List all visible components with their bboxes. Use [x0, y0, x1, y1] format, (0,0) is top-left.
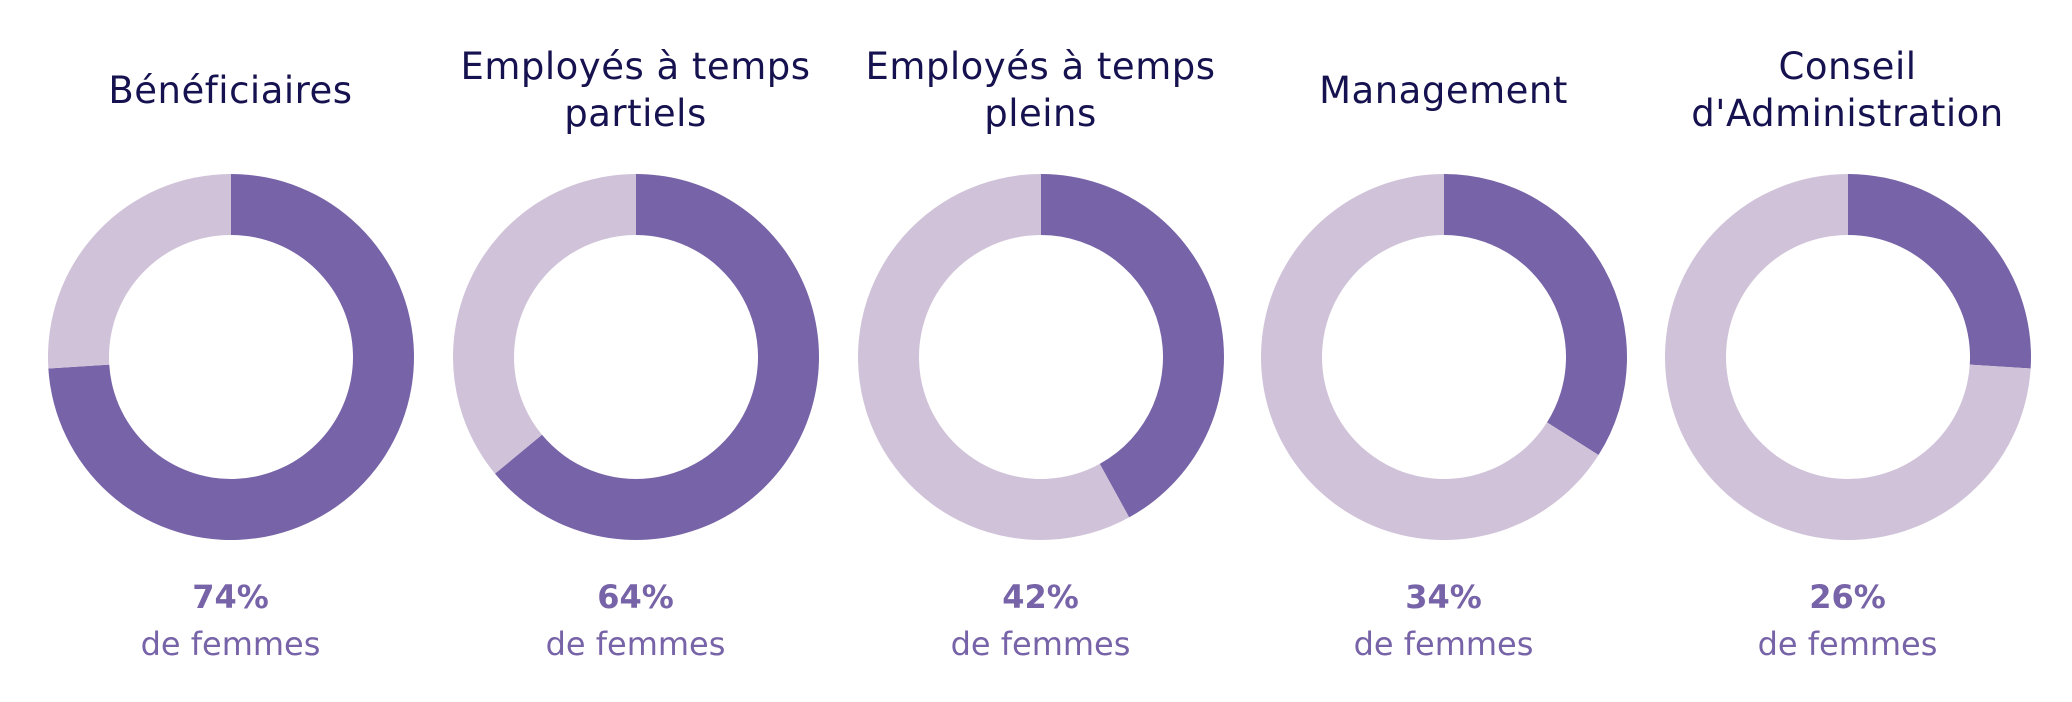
- chart-title: Bénéficiaires: [108, 68, 353, 112]
- donut-slice-women: [494, 174, 819, 540]
- chart-title: Management: [1319, 68, 1568, 112]
- chart-title: Employés à temps partiels: [460, 45, 811, 135]
- donut-slice-other: [857, 174, 1130, 540]
- donut-slice-other: [1261, 174, 1599, 540]
- donut-slice-women: [1848, 174, 2031, 369]
- donut-chart-temps-pleins: Employés à temps pleins 42% de femmes: [838, 0, 1243, 702]
- percent-label: 64%: [597, 578, 674, 616]
- chart-title: Conseil d'Administration: [1691, 45, 2004, 135]
- donut-svg: [1665, 174, 2031, 540]
- donut-slice-other: [1665, 174, 2031, 540]
- donut-slice-other: [47, 174, 231, 369]
- donut-slice-other: [453, 174, 636, 474]
- donut-svg: [857, 174, 1224, 540]
- donut-svg: [453, 174, 819, 540]
- chart-title: Employés à temps pleins: [865, 45, 1216, 135]
- percent-caption: de femmes: [950, 625, 1131, 663]
- percent-caption: de femmes: [545, 625, 726, 663]
- percent-label: 34%: [1405, 578, 1482, 616]
- percent-caption: de femmes: [1757, 625, 1938, 663]
- donut-chart-temps-partiels: Employés à temps partiels 64% de femmes: [433, 0, 838, 702]
- donut-slice-women: [48, 174, 414, 540]
- donut-svg: [1261, 174, 1627, 540]
- donut-svg: [47, 174, 414, 540]
- donut-chart-management: Management 34% de femmes: [1241, 0, 1646, 702]
- donut-slice-women: [1444, 174, 1627, 456]
- donut-slice-women: [1041, 174, 1224, 518]
- percent-label: 74%: [192, 578, 269, 616]
- percent-label: 26%: [1809, 578, 1886, 616]
- donut-chart-beneficiaires: Bénéficiaires 74% de femmes: [28, 0, 433, 702]
- percent-label: 42%: [1002, 578, 1079, 616]
- percent-caption: de femmes: [140, 625, 321, 663]
- percent-caption: de femmes: [1353, 625, 1534, 663]
- donut-chart-conseil-administration: Conseil d'Administration 26% de femmes: [1645, 0, 2050, 702]
